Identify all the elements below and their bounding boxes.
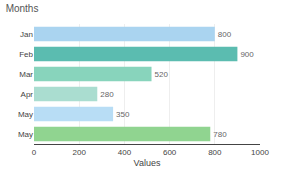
svg-text:1000: 1000 (251, 148, 269, 157)
svg-text:400: 400 (118, 148, 132, 157)
svg-text:Jan: Jan (20, 30, 33, 39)
svg-text:800: 800 (218, 30, 232, 39)
svg-text:520: 520 (155, 70, 169, 79)
svg-text:900: 900 (240, 50, 254, 59)
svg-text:Apr: Apr (21, 90, 34, 99)
svg-text:280: 280 (100, 90, 114, 99)
svg-text:Months: Months (6, 3, 39, 14)
svg-text:0: 0 (32, 148, 37, 157)
svg-text:May: May (18, 130, 33, 139)
svg-text:200: 200 (73, 148, 87, 157)
svg-text:780: 780 (213, 130, 227, 139)
svg-text:Mar: Mar (19, 70, 33, 79)
svg-text:800: 800 (208, 148, 222, 157)
svg-text:May: May (18, 110, 33, 119)
svg-text:600: 600 (163, 148, 177, 157)
svg-text:Feb: Feb (19, 50, 33, 59)
svg-text:350: 350 (116, 110, 130, 119)
svg-text:Values: Values (134, 158, 161, 168)
